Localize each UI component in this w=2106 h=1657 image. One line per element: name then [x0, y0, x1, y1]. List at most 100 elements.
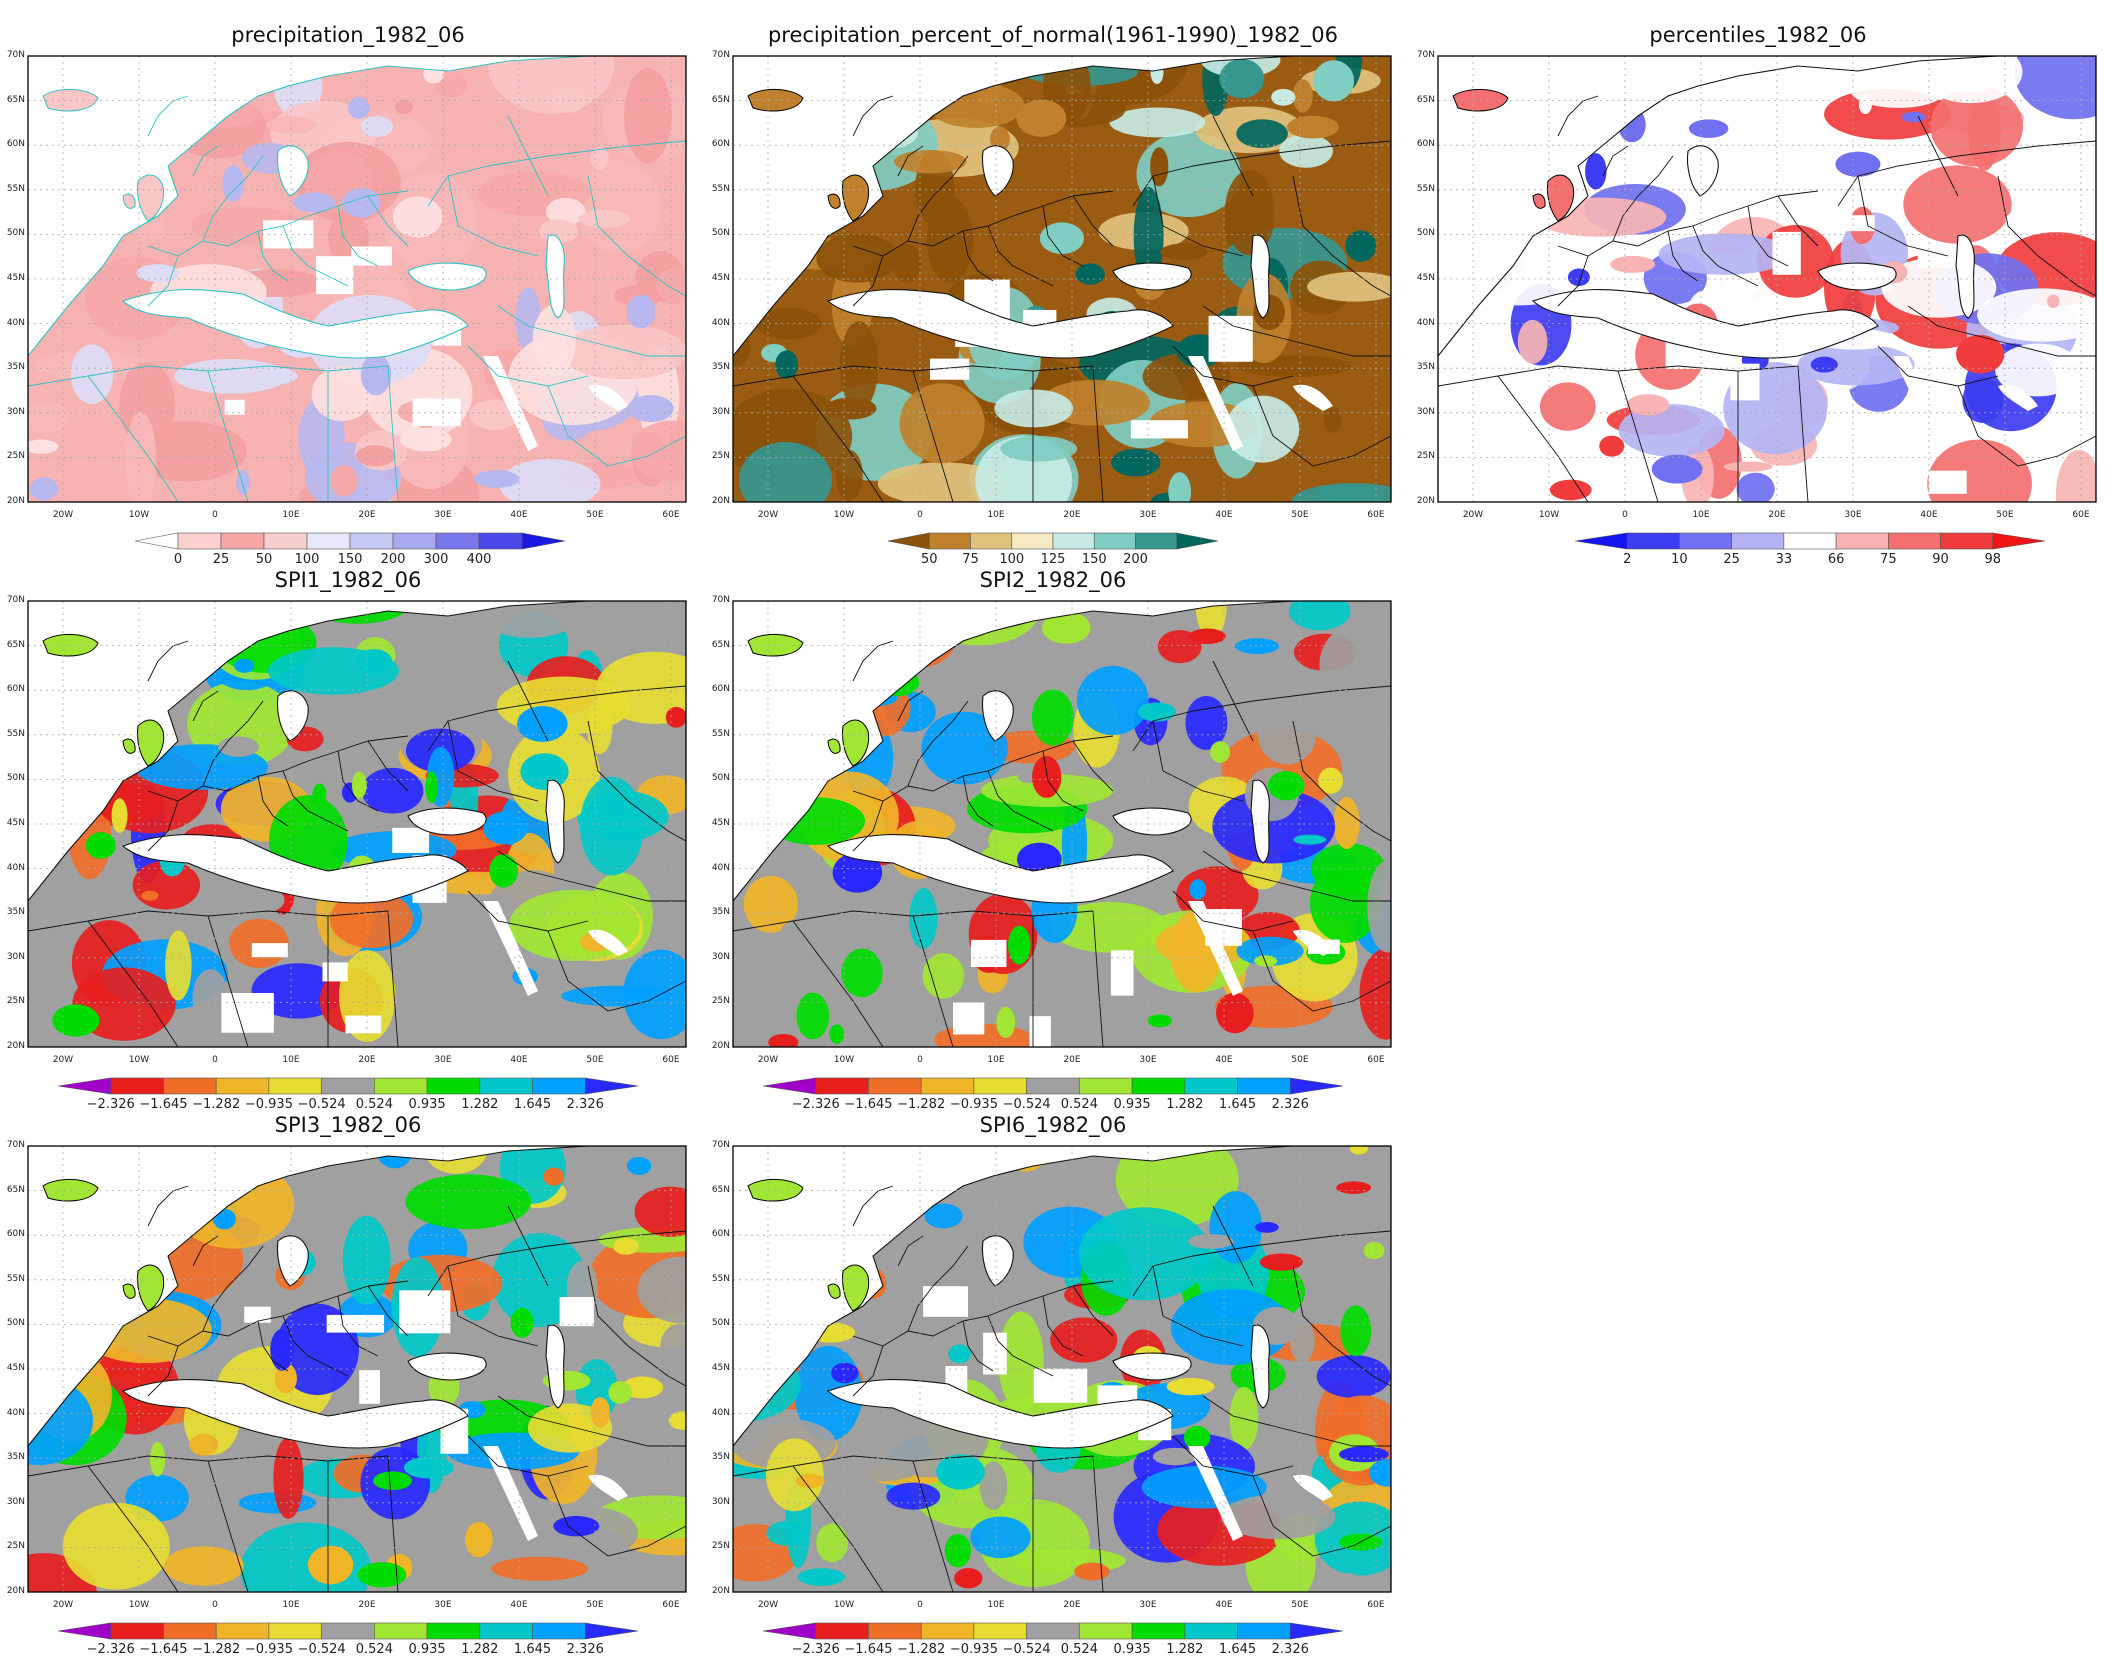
country-border [852, 800, 884, 852]
country-border [852, 1280, 1114, 1347]
country-border [1132, 1230, 1391, 1297]
lat-label: 70N [6, 50, 25, 60]
colorbar-swatch [1184, 1077, 1238, 1095]
field-blob [1141, 1465, 1267, 1509]
sea-area [277, 145, 309, 196]
field-blob [70, 344, 114, 405]
map-frame [27, 1145, 687, 1593]
colorbar-swatch [1079, 1622, 1133, 1640]
no-data-patch [983, 1332, 1007, 1375]
field-blob [1288, 601, 1351, 631]
lat-label: 20N [6, 496, 25, 506]
lon-label: 20E [1768, 510, 1786, 520]
field-blob [626, 1156, 652, 1175]
lat-label: 65N [6, 94, 25, 105]
lat-label: 50N [6, 1318, 25, 1329]
field-blob [1539, 382, 1596, 431]
field-blob [2055, 449, 2096, 502]
sea-area [408, 263, 487, 290]
colorbar-swatch [478, 532, 523, 550]
country-border [1997, 175, 2096, 297]
sea-area [1293, 384, 1333, 411]
field-blob [1977, 288, 2096, 342]
field-blob [1567, 268, 1590, 287]
map-plot [27, 1145, 687, 1593]
lat-label: 55N [6, 183, 25, 194]
field-blob [832, 852, 883, 893]
sea-area [1251, 1325, 1270, 1408]
field-blob [1183, 1425, 1211, 1450]
colorbar-swatch [1131, 1622, 1186, 1640]
lon-label: 0 [212, 510, 218, 520]
colorbar-label: −1.645 [844, 1642, 893, 1657]
lat-label: 30N [711, 951, 730, 962]
colorbar-label: 2.326 [566, 1642, 604, 1657]
colorbar-label: −1.282 [192, 1642, 241, 1657]
country-border [202, 700, 264, 787]
island [842, 719, 870, 767]
colorbar-label: −2.326 [791, 1097, 840, 1112]
lat-label: 60N [711, 1229, 730, 1240]
lon-label: 20E [358, 1600, 376, 1610]
field-blob [1189, 879, 1207, 900]
field-blob [1292, 79, 1313, 113]
field-blob [579, 776, 644, 876]
field-blob [627, 395, 674, 423]
colorbar-swatch [426, 1077, 481, 1095]
colorbar-swatch [321, 1077, 375, 1095]
country-border [852, 735, 1114, 802]
data-field [733, 601, 1391, 1047]
country-border [467, 345, 589, 387]
country-border [147, 640, 189, 682]
colorbar-label: 10 [1671, 552, 1688, 567]
lat-label: 25N [1416, 451, 1435, 462]
colorbar-swatch [263, 532, 308, 550]
colorbar-label: 1.282 [1166, 1642, 1204, 1657]
country-border [1612, 155, 1674, 242]
island [122, 738, 136, 754]
field-blob [634, 1186, 686, 1237]
colorbar-swatch [1679, 532, 1732, 550]
colorbar-swatch [1237, 1077, 1291, 1095]
colorbar-label: 0.935 [408, 1642, 446, 1657]
country-border [962, 1320, 994, 1372]
field-blob [1901, 111, 1926, 123]
colorbar [57, 1077, 639, 1095]
lat-label: 60N [6, 684, 25, 695]
lon-label: 40E [1215, 1600, 1233, 1610]
sea-area [123, 834, 468, 904]
colorbar-swatch [1289, 1622, 1344, 1640]
lat-label: 50N [711, 773, 730, 784]
colorbar-swatch [868, 1077, 922, 1095]
lon-label: 10E [987, 1600, 1005, 1610]
colorbar-label: −0.935 [244, 1097, 293, 1112]
field-blob [994, 389, 1074, 428]
colorbar-label: −0.524 [297, 1642, 346, 1657]
country-border [337, 1295, 379, 1357]
country-border [1212, 1205, 1254, 1287]
sea-area [1956, 235, 1975, 318]
map-plot [732, 55, 1392, 503]
field-blob [936, 1454, 985, 1490]
field-blob [423, 63, 444, 84]
field-blob [839, 321, 879, 411]
field-blob [1133, 187, 1164, 287]
sea-area [588, 384, 628, 411]
field-blob [893, 243, 921, 283]
no-data-patch [251, 943, 288, 958]
colorbar-swatch [1011, 532, 1054, 550]
field-blob [1279, 134, 1333, 168]
field-blob [499, 459, 601, 502]
field-blob [1336, 1181, 1372, 1194]
colorbar-label: 125 [1040, 552, 1066, 567]
field-blob [624, 68, 672, 164]
lat-label: 45N [6, 818, 25, 828]
country-border [497, 1395, 686, 1447]
field-blob [909, 888, 938, 950]
country-border [367, 195, 409, 247]
country-border [1152, 175, 1244, 257]
field-blob [1150, 61, 1164, 85]
field-blob [1195, 601, 1227, 639]
field-blob [893, 149, 967, 174]
field-blob [1333, 796, 1360, 849]
